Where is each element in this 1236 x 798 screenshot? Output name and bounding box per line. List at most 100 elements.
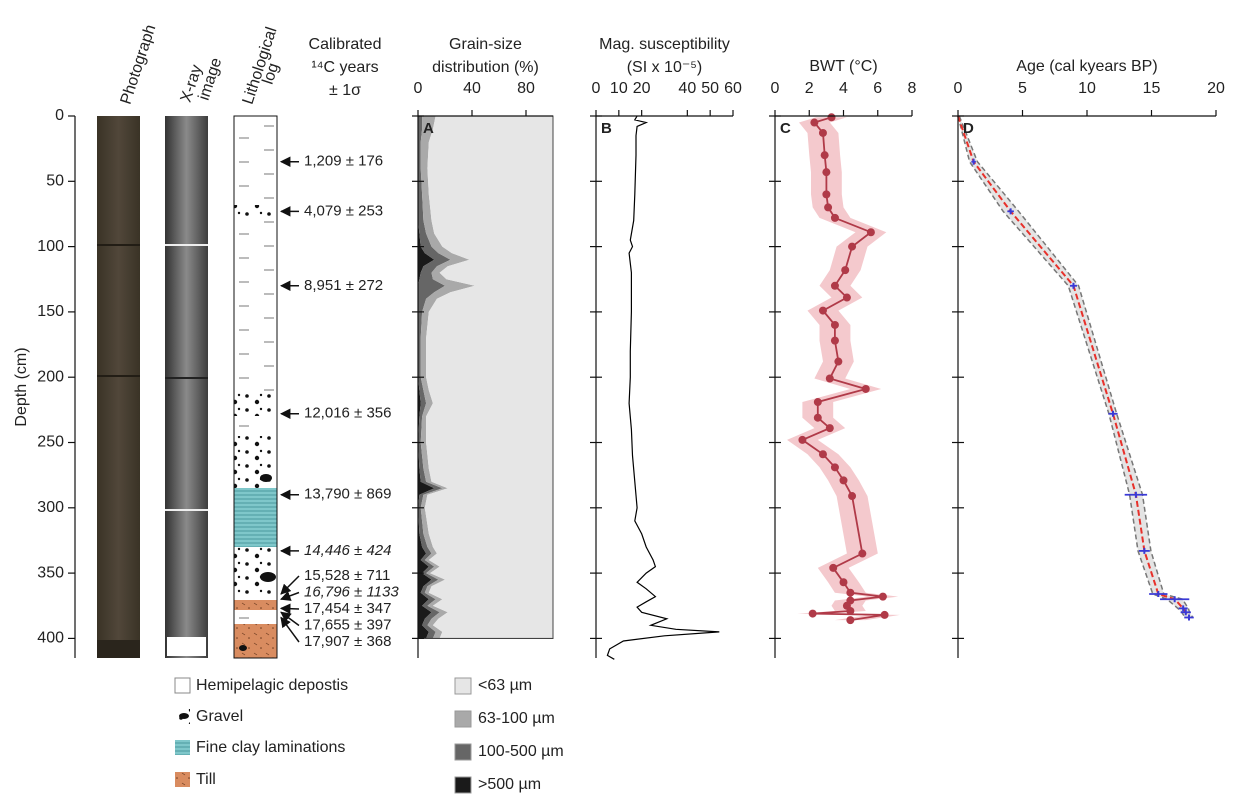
depth-tick-label: 350 <box>37 564 64 581</box>
grain-area <box>420 116 475 639</box>
depth-tick-label: 150 <box>37 303 64 320</box>
confidence-upper <box>958 115 1194 618</box>
date-arrow <box>280 591 300 601</box>
date-label: 1,209 ± 176 <box>304 153 383 170</box>
legend-swatch <box>454 710 472 728</box>
date-arrow <box>279 603 300 614</box>
profile-point <box>830 213 839 222</box>
legend-label: 100-500 µm <box>478 743 564 760</box>
panel-letter: C <box>780 120 791 137</box>
photo-header: Photograph <box>118 23 160 107</box>
profile-point <box>880 610 889 619</box>
panel-title: Age (cal kyears BP) <box>1016 58 1157 75</box>
profile-point <box>830 336 839 345</box>
x-tick-label: 8 <box>908 80 917 97</box>
legend-swatch-clast <box>179 713 189 719</box>
legend-swatch <box>175 740 190 755</box>
depth-axis-label: Depth (cm) <box>13 347 30 426</box>
legend-swatch <box>175 772 190 787</box>
profile-point <box>825 374 834 383</box>
profile-point <box>834 357 843 366</box>
x-tick-label: 40 <box>463 80 481 97</box>
confidence-band <box>958 116 1193 618</box>
profile-point <box>820 151 829 160</box>
x-tick-label: 10 <box>610 80 628 97</box>
panel-title: Grain-size <box>449 36 522 53</box>
profile-point <box>878 592 887 601</box>
core-xray <box>165 116 208 658</box>
dates-header: ¹⁴C years <box>311 59 378 76</box>
confidence-lower <box>957 115 1186 618</box>
profile-point <box>810 118 819 127</box>
date-label: 13,790 ± 869 <box>304 486 391 503</box>
uncertainty-band <box>787 117 900 621</box>
profile-line <box>606 115 720 660</box>
x-tick-label: 0 <box>771 80 780 97</box>
legend-label: >500 µm <box>478 776 541 793</box>
profile-point <box>866 228 875 237</box>
depth-tick-label: 250 <box>37 434 64 451</box>
x-tick-label: 50 <box>701 80 719 97</box>
profile-point <box>829 563 838 572</box>
legend-label: <63 µm <box>478 677 532 694</box>
litho-till <box>234 600 277 610</box>
panel-title: BWT (°C) <box>809 58 877 75</box>
litho-clast <box>239 645 247 651</box>
legend-label: Fine clay laminations <box>196 739 345 756</box>
legend-label: 63-100 µm <box>478 710 555 727</box>
profile-point <box>798 435 807 444</box>
date-label: 17,907 ± 368 <box>304 633 391 650</box>
depth-tick-label: 400 <box>37 630 64 647</box>
x-tick-label: 15 <box>1143 80 1161 97</box>
profile-point <box>830 281 839 290</box>
depth-tick-label: 300 <box>37 499 64 516</box>
profile-point <box>830 320 839 329</box>
photo-base <box>97 640 140 658</box>
profile-point <box>818 450 827 459</box>
legend-swatch <box>454 677 472 695</box>
profile-point <box>830 463 839 472</box>
litho-clast <box>260 572 276 582</box>
x-tick-label: 80 <box>517 80 535 97</box>
profile-point <box>813 413 822 422</box>
grain-area <box>418 116 435 639</box>
legend-swatch <box>174 677 191 694</box>
legend-label: Till <box>196 771 216 788</box>
date-arrow <box>280 575 300 595</box>
date-label: 12,016 ± 356 <box>304 405 391 422</box>
panel-title: Mag. susceptibility <box>599 36 730 53</box>
date-label: 15,528 ± 711 <box>304 567 390 584</box>
legend-swatch <box>454 776 472 794</box>
date-arrow <box>280 616 300 643</box>
profile-point <box>846 588 855 597</box>
panel-letter: B <box>601 120 612 137</box>
profile-point <box>846 606 855 615</box>
date-label: 14,446 ± 424 <box>304 542 391 559</box>
panel-title: distribution (%) <box>432 59 539 76</box>
panel-letter: A <box>423 120 434 137</box>
x-tick-label: 20 <box>633 80 651 97</box>
legend-label: Hemipelagic depostis <box>196 677 348 694</box>
panel-letter: D <box>963 120 974 137</box>
profile-point <box>839 578 848 587</box>
litho-clast <box>260 474 272 482</box>
profile-point <box>848 492 857 501</box>
litho-clay <box>234 488 277 547</box>
profile-point <box>818 306 827 315</box>
legend-swatch <box>454 743 472 761</box>
profile-point <box>808 609 817 618</box>
x-tick-label: 4 <box>839 80 848 97</box>
profile-point <box>822 168 831 177</box>
dates-header: ± 1σ <box>329 82 361 99</box>
date-label: 4,079 ± 253 <box>304 202 383 219</box>
profile-point <box>841 266 850 275</box>
profile-point <box>824 203 833 212</box>
x-tick-label: 0 <box>414 80 423 97</box>
litho-gravel <box>234 392 277 416</box>
x-tick-label: 60 <box>724 80 742 97</box>
profile-point <box>861 384 870 393</box>
core-photo <box>97 116 140 658</box>
profile-point <box>818 128 827 137</box>
date-label: 17,454 ± 347 <box>304 600 391 617</box>
